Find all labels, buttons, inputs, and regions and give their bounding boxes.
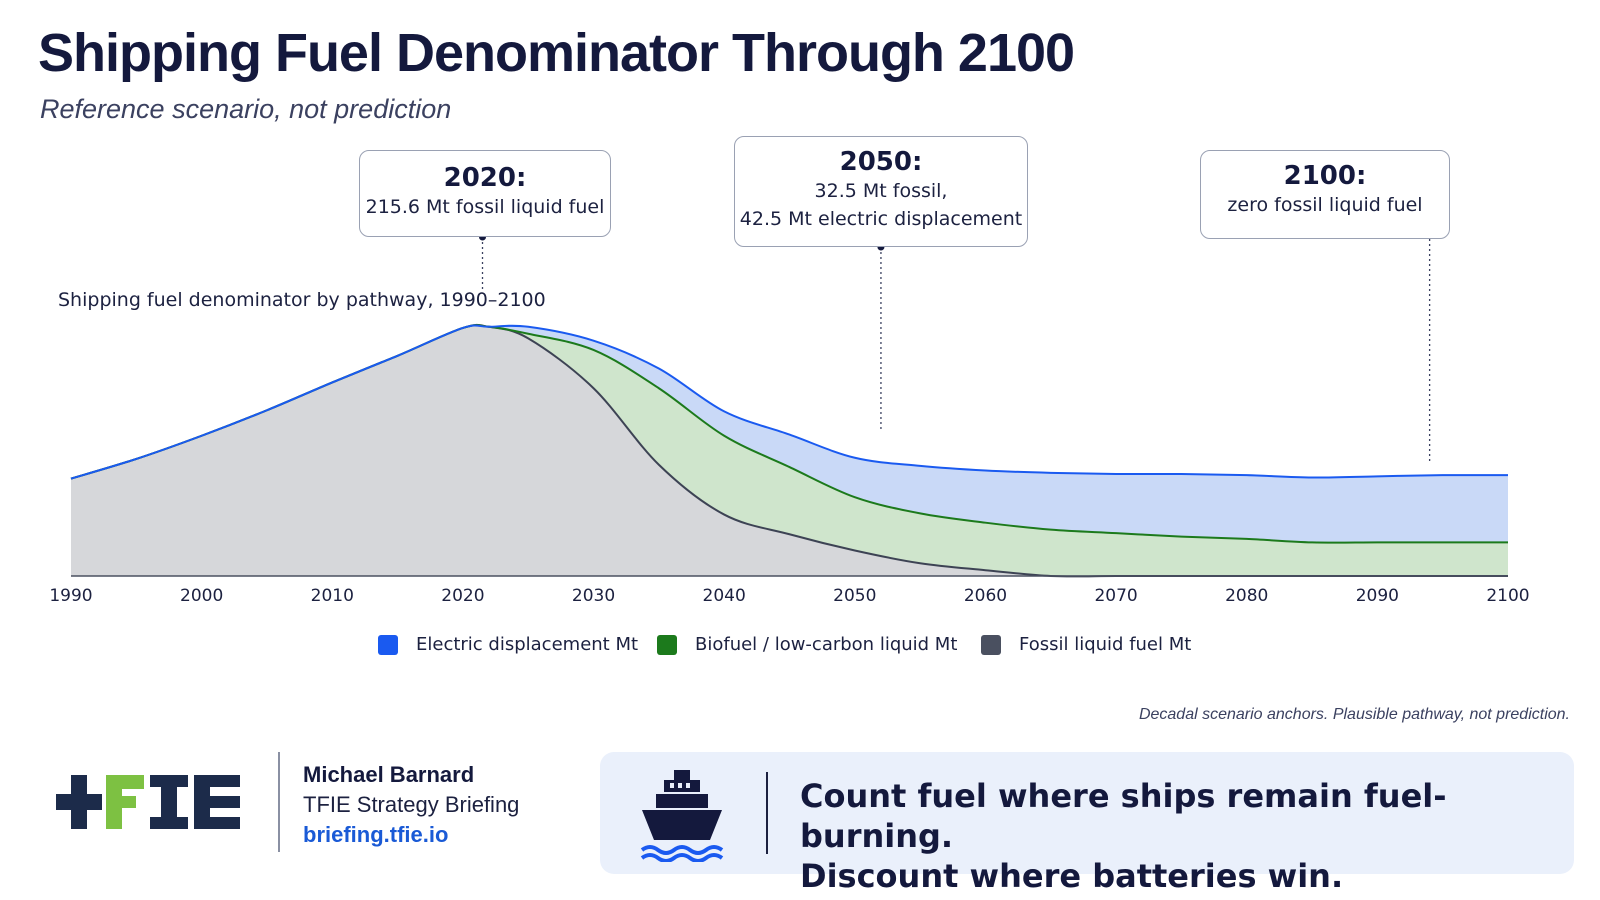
x-tick-label: 2080: [1225, 586, 1268, 606]
x-tick-label: 2010: [311, 586, 354, 606]
callout-year: 2050:: [839, 147, 923, 177]
callout-text: 215.6 Mt fossil liquid fuel: [365, 196, 605, 218]
legend-item-fossil: Fossil liquid fuel Mt: [981, 634, 1191, 655]
legend-swatch: [981, 634, 1001, 655]
callout-year: 2100:: [1283, 161, 1367, 191]
area-biofuel-low-carbon-liquid-mt: [71, 324, 1508, 577]
chart-title: Shipping fuel denominator by pathway, 19…: [58, 289, 546, 311]
callout-2050: 2050: 32.5 Mt fossil, 42.5 Mt electric d…: [734, 136, 1028, 247]
callout-year: 2020:: [443, 163, 527, 193]
x-tick-label: 2070: [1094, 586, 1137, 606]
legend-label: Biofuel / low-carbon liquid Mt: [695, 634, 958, 655]
line-electric-displacement-mt: [70, 324, 1509, 480]
x-tick-label: 2000: [180, 586, 223, 606]
author-org: TFIE Strategy Briefing: [303, 792, 520, 817]
callout-2100: 2100: zero fossil liquid fuel: [1200, 150, 1450, 239]
takeaway-message: Count fuel where ships remain fuel-burni…: [800, 776, 1574, 896]
legend-swatch: [378, 634, 398, 655]
callout-text: 42.5 Mt electric displacement: [739, 208, 1023, 230]
author-block: Michael Barnard TFIE Strategy Briefing b…: [303, 760, 519, 850]
page-title: Shipping Fuel Denominator Through 2100: [38, 23, 1075, 83]
x-tick-label: 2050: [833, 586, 876, 606]
x-tick-label: 2040: [703, 586, 746, 606]
legend-swatch: [657, 634, 677, 655]
tfie-logo-icon: [56, 775, 240, 829]
x-tick-label: 2060: [964, 586, 1007, 606]
author-name: Michael Barnard: [303, 762, 475, 787]
callout-text: zero fossil liquid fuel: [1227, 194, 1423, 216]
area-fossil-liquid-fuel-mt: [71, 324, 1508, 577]
x-tick-label: 2030: [572, 586, 615, 606]
author-url[interactable]: briefing.tfie.io: [303, 822, 449, 847]
takeaway-line-1: Count fuel where ships remain fuel-burni…: [800, 777, 1447, 855]
tfie-logo: [56, 770, 246, 841]
x-tick-label: 2020: [441, 586, 484, 606]
legend-item-electric: Electric displacement Mt: [378, 634, 638, 655]
ship-icon: [640, 770, 724, 862]
legend-item-biofuel: Biofuel / low-carbon liquid Mt: [657, 634, 957, 655]
legend-label: Fossil liquid fuel Mt: [1019, 634, 1192, 655]
takeaway-banner: Count fuel where ships remain fuel-burni…: [600, 752, 1574, 895]
callout-2020: 2020: 215.6 Mt fossil liquid fuel: [359, 150, 611, 237]
takeaway-line-2: Discount where batteries win.: [800, 857, 1344, 895]
x-tick-label: 1990: [49, 586, 92, 606]
x-tick-label: 2100: [1486, 586, 1529, 606]
x-tick-label: 2090: [1356, 586, 1399, 606]
footnote: Decadal scenario anchors. Plausible path…: [1138, 706, 1570, 723]
banner-divider: [766, 772, 768, 854]
callout-text: 32.5 Mt fossil,: [814, 180, 948, 202]
legend-label: Electric displacement Mt: [416, 634, 639, 655]
area-electric-displacement-mt: [71, 325, 1508, 543]
page-subtitle: Reference scenario, not prediction: [40, 94, 452, 124]
footer-divider: [278, 752, 280, 852]
